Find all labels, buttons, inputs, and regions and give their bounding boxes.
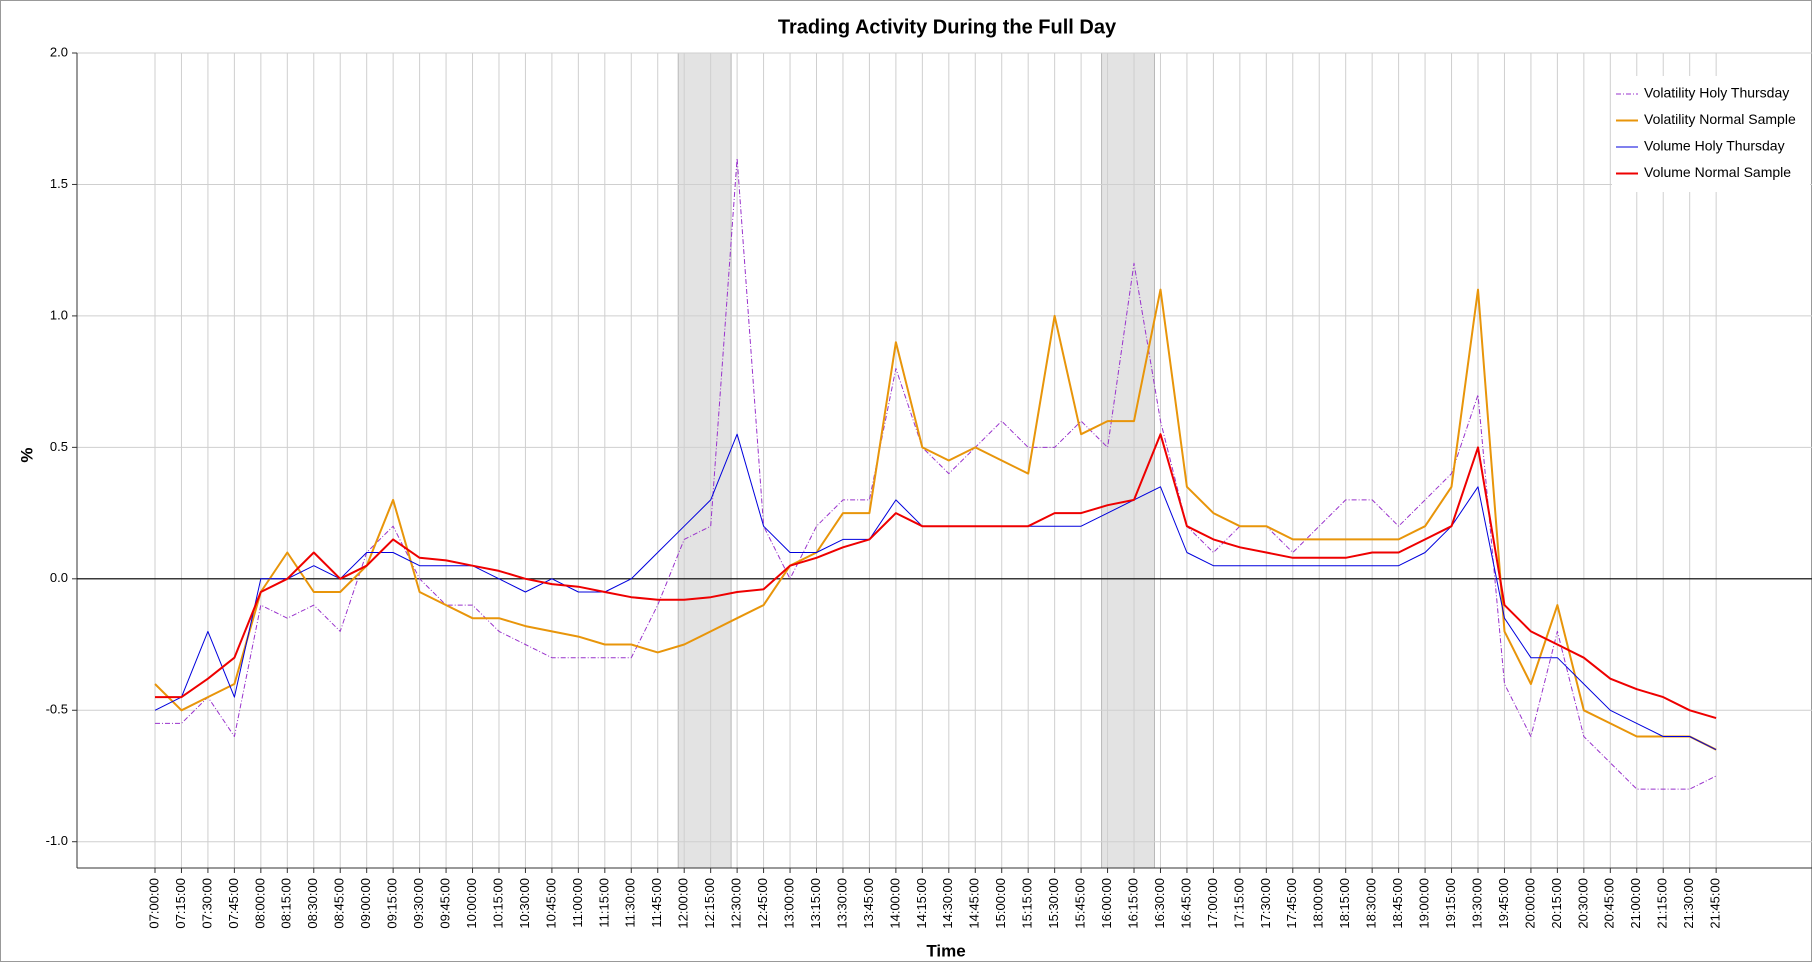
x-tick-label: 19:45:00: [1496, 878, 1511, 929]
y-tick-label: 2.0: [50, 44, 68, 59]
x-tick-label: 20:45:00: [1602, 878, 1617, 929]
x-tick-label: 12:30:00: [729, 878, 744, 929]
legend-label: Volume Normal Sample: [1644, 164, 1791, 180]
x-tick-label: 12:45:00: [755, 878, 770, 929]
x-tick-label: 08:30:00: [305, 878, 320, 929]
x-tick-label: 08:00:00: [252, 878, 267, 929]
x-tick-label: 18:15:00: [1337, 878, 1352, 929]
y-tick-label: 0.5: [50, 439, 68, 454]
x-tick-label: 21:15:00: [1655, 878, 1670, 929]
x-tick-label: 08:15:00: [279, 878, 294, 929]
x-tick-label: 12:00:00: [676, 878, 691, 929]
x-tick-label: 19:15:00: [1443, 878, 1458, 929]
x-tick-label: 16:30:00: [1152, 878, 1167, 929]
x-tick-label: 15:15:00: [1020, 878, 1035, 929]
series-line: [155, 433, 1717, 720]
x-tick-label: 10:30:00: [517, 878, 532, 929]
x-tick-label: 12:15:00: [702, 878, 717, 929]
x-tick-label: 20:30:00: [1575, 878, 1590, 929]
x-tick-label: 15:45:00: [1073, 878, 1088, 929]
y-tick-label: -1.0: [46, 833, 68, 848]
x-tick-label: 21:00:00: [1628, 878, 1643, 929]
x-axis-label: Time: [926, 941, 965, 960]
x-tick-label: 13:30:00: [834, 878, 849, 929]
x-tick-label: 09:45:00: [437, 878, 452, 929]
x-tick-label: 17:15:00: [1231, 878, 1246, 929]
y-tick-label: -0.5: [46, 702, 68, 717]
legend-label: Volume Holy Thursday: [1644, 138, 1785, 154]
x-tick-label: 10:15:00: [490, 878, 505, 929]
x-tick-label: 07:15:00: [173, 878, 188, 929]
x-tick-label: 15:00:00: [993, 878, 1008, 929]
shaded-region: [677, 52, 732, 869]
x-tick-label: 13:45:00: [861, 878, 876, 929]
x-tick-label: 11:00:00: [570, 878, 585, 928]
series-line: [155, 157, 1717, 790]
x-tick-label: 15:30:00: [1046, 878, 1061, 929]
y-tick-label: 1.0: [50, 307, 68, 322]
x-tick-label: 19:00:00: [1417, 878, 1432, 929]
x-tick-label: 18:45:00: [1390, 878, 1405, 929]
legend-box: [1612, 76, 1810, 192]
series-line: [154, 288, 1717, 751]
x-tick-label: 17:00:00: [1205, 878, 1220, 929]
x-tick-label: 07:45:00: [226, 878, 241, 929]
x-tick-label: 07:30:00: [199, 878, 214, 929]
x-tick-label: 21:45:00: [1708, 878, 1723, 929]
x-tick-label: 11:15:00: [596, 878, 611, 928]
y-axis-label: %: [17, 447, 36, 462]
shaded-region: [1101, 52, 1155, 869]
x-tick-label: 17:30:00: [1258, 878, 1273, 929]
y-tick-label: 1.5: [50, 176, 68, 191]
x-tick-label: 11:45:00: [649, 878, 664, 928]
x-tick-label: 10:00:00: [464, 878, 479, 929]
x-tick-label: 13:00:00: [781, 878, 796, 929]
x-tick-label: 20:15:00: [1549, 878, 1564, 929]
x-tick-label: 18:00:00: [1311, 878, 1326, 929]
x-tick-label: 18:30:00: [1364, 878, 1379, 929]
x-tick-label: 11:30:00: [623, 878, 638, 928]
legend-label: Volatility Holy Thursday: [1644, 85, 1789, 101]
x-tick-label: 14:45:00: [967, 878, 982, 929]
x-tick-label: 16:15:00: [1125, 878, 1140, 929]
x-tick-label: 08:45:00: [332, 878, 347, 929]
y-tick-label: 0.0: [50, 570, 68, 585]
x-tick-label: 09:15:00: [385, 878, 400, 929]
x-tick-label: 16:45:00: [1178, 878, 1193, 929]
x-tick-label: 21:30:00: [1681, 878, 1696, 929]
x-tick-label: 09:00:00: [358, 878, 373, 929]
legend-label: Volatility Normal Sample: [1644, 111, 1796, 127]
x-tick-label: 13:15:00: [808, 878, 823, 929]
x-tick-label: 07:00:00: [146, 878, 161, 929]
x-tick-label: 17:45:00: [1284, 878, 1299, 929]
x-tick-label: 16:00:00: [1099, 878, 1114, 929]
chart-title: Trading Activity During the Full Day: [778, 16, 1117, 38]
x-tick-label: 19:30:00: [1469, 878, 1484, 929]
x-tick-label: 14:00:00: [887, 878, 902, 929]
x-tick-label: 14:15:00: [914, 878, 929, 929]
x-tick-label: 20:00:00: [1522, 878, 1537, 929]
x-tick-label: 14:30:00: [940, 878, 955, 929]
x-tick-label: 09:30:00: [411, 878, 426, 929]
x-tick-label: 10:45:00: [543, 878, 558, 929]
